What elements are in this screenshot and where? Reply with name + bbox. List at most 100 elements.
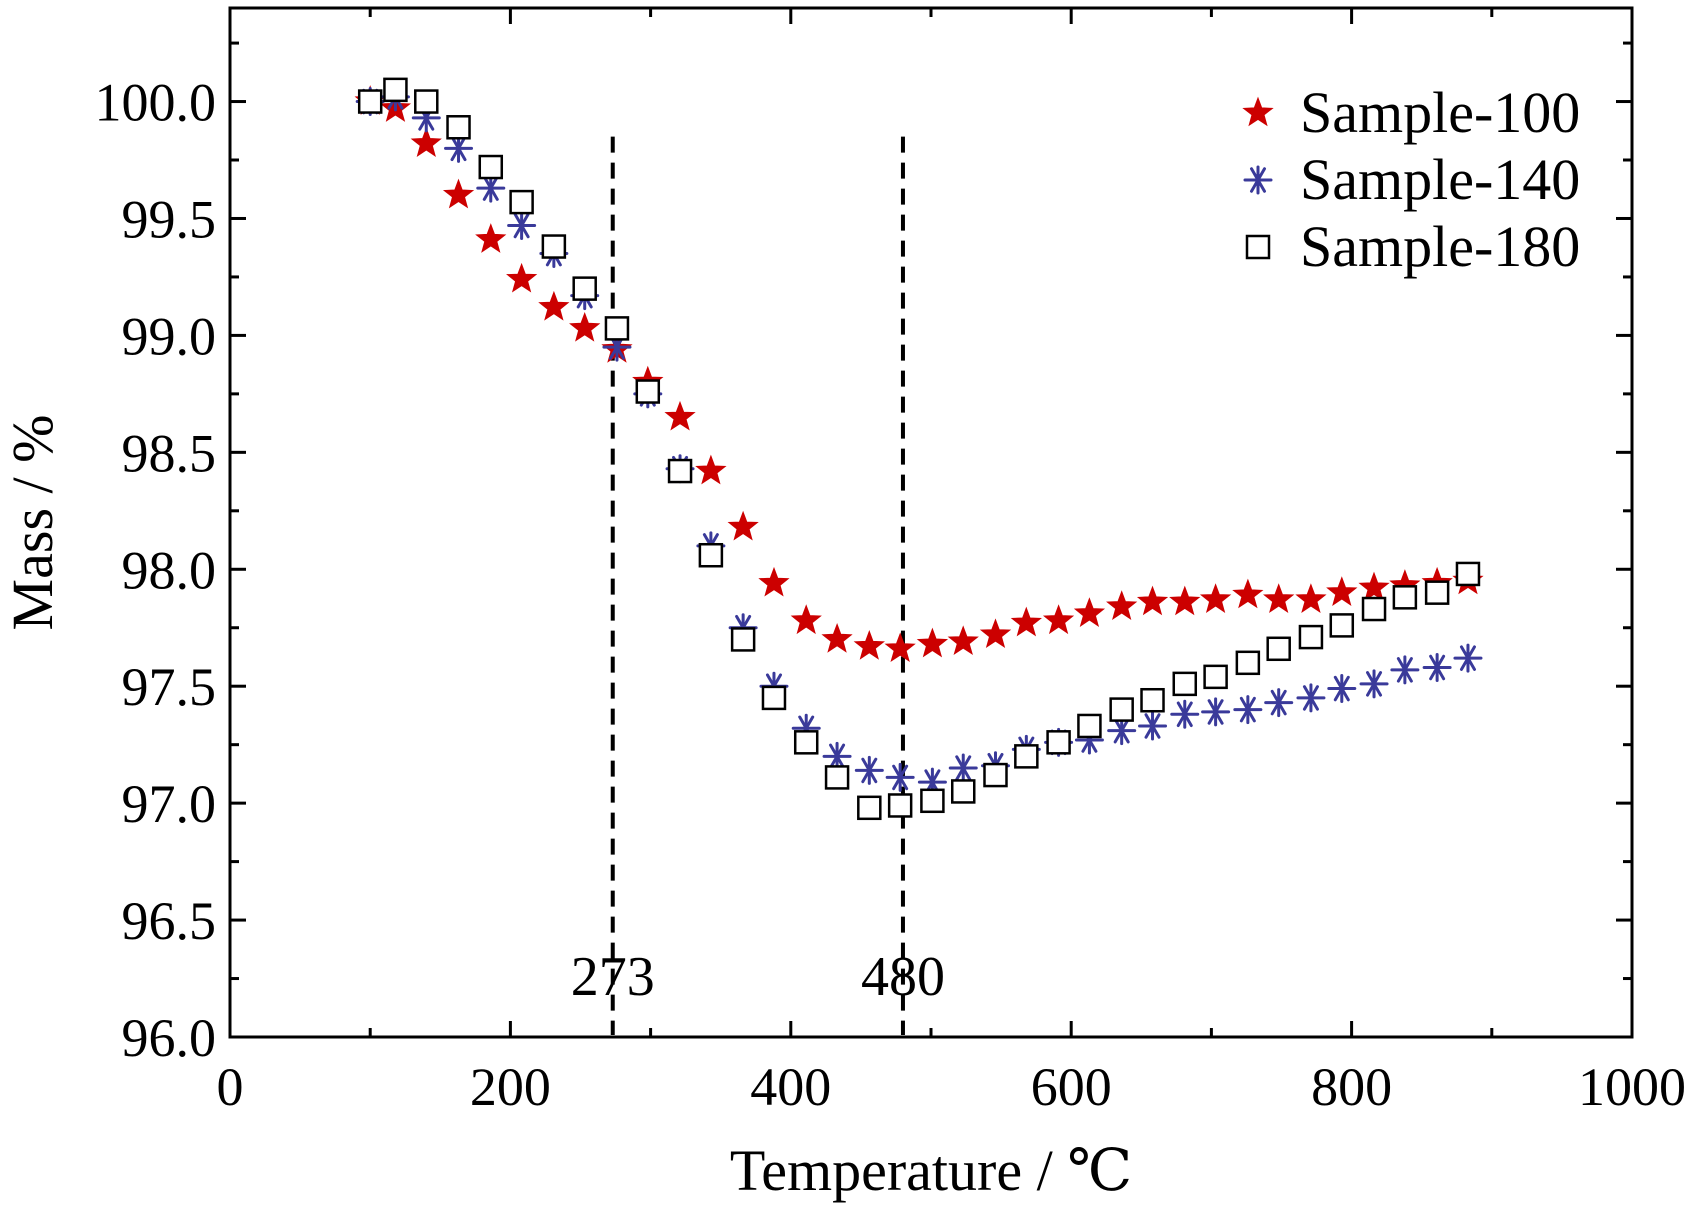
data-point	[635, 379, 661, 404]
data-point	[383, 77, 408, 103]
data-point	[444, 133, 474, 163]
data-point	[1327, 674, 1357, 704]
data-point	[569, 311, 601, 342]
legend-marker	[1243, 165, 1273, 195]
legend-label: Sample-180	[1300, 214, 1580, 279]
data-point	[1455, 561, 1481, 587]
data-point	[667, 458, 693, 484]
data-series	[354, 77, 1484, 821]
data-point	[920, 788, 945, 814]
data-point	[1136, 585, 1169, 616]
y-tick-label: 97.5	[122, 657, 217, 717]
data-point	[947, 625, 979, 656]
data-point	[572, 276, 597, 301]
data-point	[1010, 606, 1042, 637]
data-point	[857, 795, 882, 821]
axes: 0 200 400 600 800 1000 96.0 96.5 97.0 97.5 98.0 98.…	[95, 6, 1686, 1117]
data-point	[790, 604, 822, 635]
data-point	[727, 510, 759, 541]
data-point	[1263, 583, 1295, 613]
x-axis-title: Temperature / ℃	[730, 1138, 1132, 1203]
legend-marker	[1242, 96, 1274, 127]
data-point	[664, 400, 696, 431]
data-point	[1170, 699, 1200, 729]
data-point	[1390, 655, 1420, 685]
data-point	[506, 262, 538, 293]
y-tick-label: 96.5	[122, 891, 217, 951]
data-point	[357, 89, 383, 114]
data-point	[1453, 643, 1483, 673]
data-point	[1235, 650, 1261, 676]
data-point	[410, 127, 442, 157]
legend-label: Sample-100	[1300, 80, 1580, 145]
data-point	[885, 762, 915, 792]
data-point	[1232, 578, 1264, 609]
data-point	[1140, 687, 1165, 713]
data-point	[446, 115, 471, 140]
x-tick-label: 600	[1031, 1057, 1112, 1117]
data-point	[1201, 697, 1231, 727]
data-point	[1298, 624, 1324, 650]
y-tick-label: 99.5	[122, 189, 217, 249]
data-point	[604, 316, 630, 341]
data-point	[1199, 583, 1232, 613]
data-point	[509, 189, 534, 215]
data-point	[884, 632, 916, 663]
y-tick-label: 99.0	[122, 306, 217, 366]
y-tick-label: 98.0	[122, 540, 217, 600]
data-point	[730, 627, 756, 652]
data-point	[1073, 597, 1106, 627]
data-point	[758, 566, 790, 597]
data-point	[1109, 697, 1134, 722]
data-point	[1042, 604, 1075, 635]
legend-item: Sample-100	[1242, 80, 1580, 145]
data-point	[1264, 688, 1294, 718]
data-point	[1392, 585, 1418, 610]
x-tick-label: 200	[470, 1057, 551, 1117]
y-tick-label: 98.5	[122, 423, 217, 483]
vline-label: 480	[861, 946, 945, 1008]
data-point	[916, 627, 949, 658]
series-sample-180	[357, 77, 1481, 821]
data-point	[1361, 596, 1387, 622]
y-tick-label: 100.0	[95, 73, 217, 133]
data-point	[1107, 716, 1137, 746]
legend-item: Sample-180	[1245, 214, 1580, 279]
data-point	[1014, 744, 1039, 769]
data-point	[442, 178, 475, 209]
data-point	[475, 223, 507, 253]
legend-label: Sample-140	[1300, 147, 1580, 212]
data-point	[1138, 711, 1168, 741]
data-point	[541, 234, 567, 259]
legend-marker	[1245, 234, 1271, 260]
data-point	[1203, 664, 1228, 690]
data-point	[983, 762, 1008, 788]
data-point	[1422, 652, 1452, 682]
data-point	[853, 629, 885, 660]
data-point	[1326, 576, 1358, 606]
data-point	[1359, 669, 1389, 699]
x-tick-label: 800	[1311, 1057, 1392, 1117]
data-point	[1329, 613, 1355, 638]
data-point	[948, 753, 978, 783]
x-tick-label: 1000	[1578, 1057, 1686, 1117]
data-point	[1424, 580, 1450, 605]
data-point	[1046, 730, 1071, 755]
x-tick-label: 400	[750, 1057, 831, 1117]
data-point	[854, 755, 884, 785]
data-point	[1106, 590, 1138, 620]
data-point	[1172, 671, 1198, 697]
series-sample-100	[354, 85, 1484, 663]
data-point	[478, 154, 504, 180]
y-tick-label: 97.0	[122, 774, 217, 834]
data-point	[476, 173, 506, 203]
x-tick-label: 0	[217, 1057, 244, 1117]
data-point	[950, 779, 976, 804]
data-point	[822, 741, 852, 771]
data-point	[1295, 583, 1327, 613]
data-point	[761, 685, 787, 711]
vline-label: 273	[571, 946, 655, 1008]
data-point	[698, 542, 724, 568]
